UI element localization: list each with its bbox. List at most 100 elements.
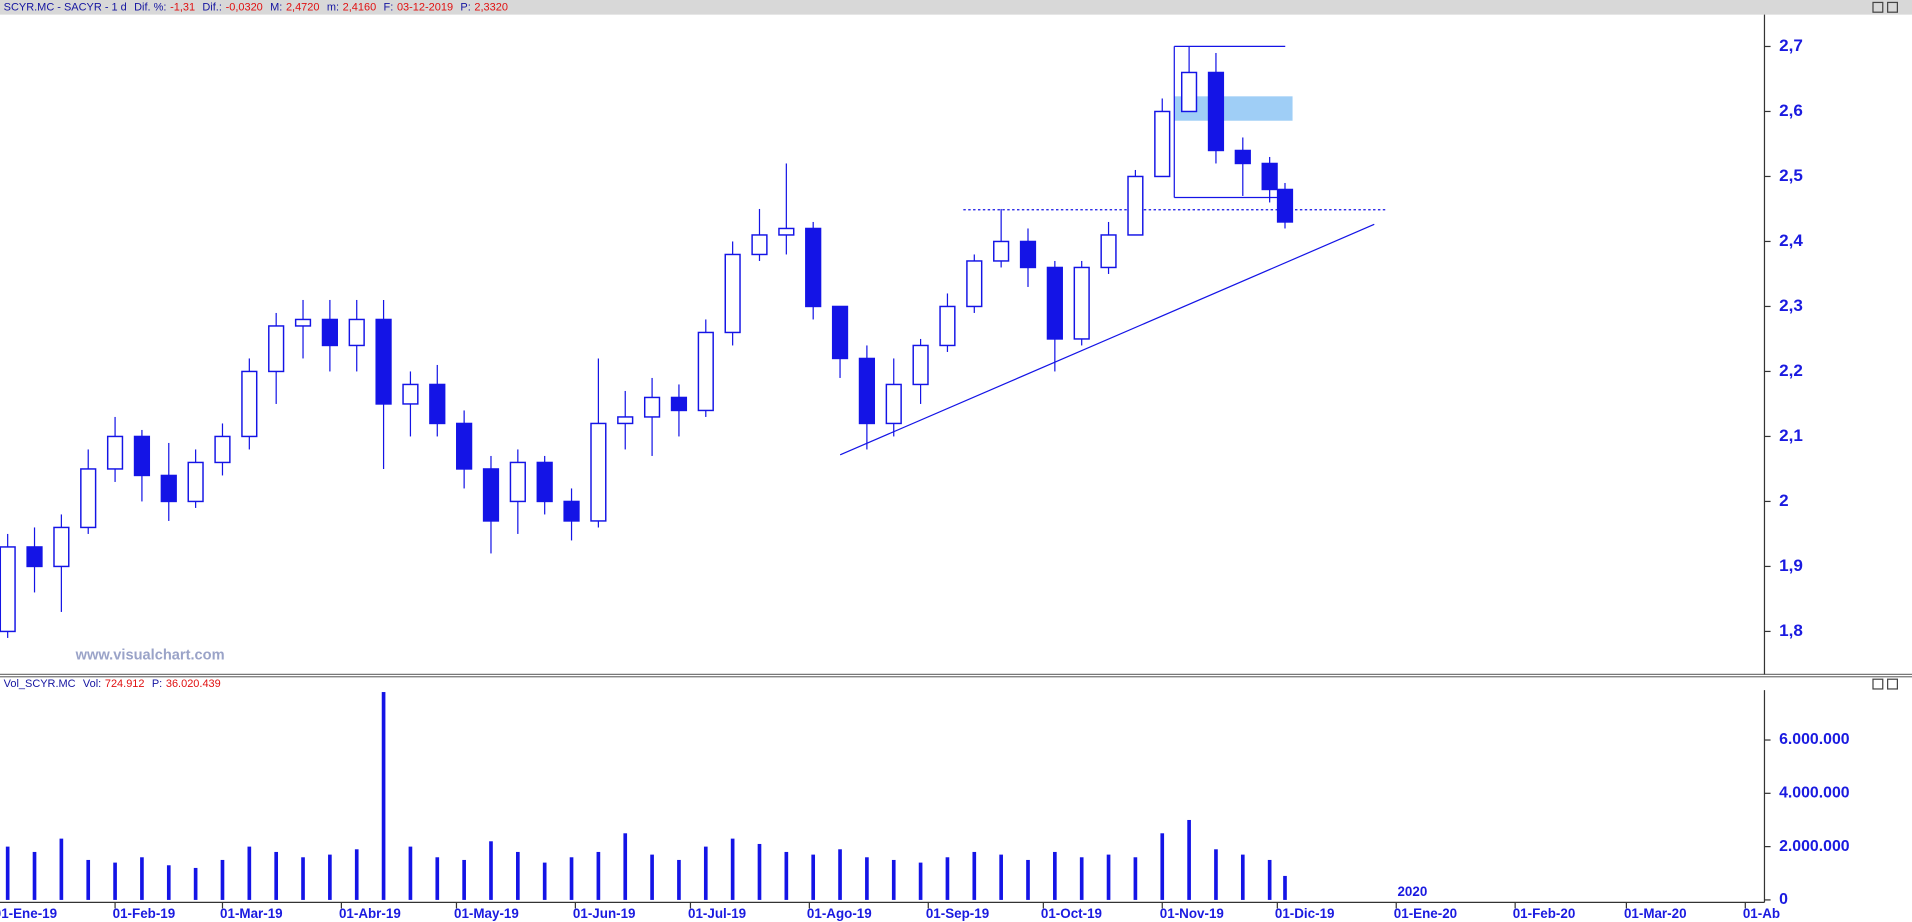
candle-body [106,435,124,470]
candle-body [778,227,795,236]
candle-body [1234,149,1251,165]
y-tick-label: 2,5 [1779,166,1803,185]
volume-bar [1187,819,1191,900]
candle-body [590,422,607,522]
candle-body [133,435,151,477]
candle-body [1276,188,1294,223]
volume-bar [1106,854,1111,900]
candle-body [214,435,231,464]
header-label: m: [327,1,339,13]
volume-bar [569,857,574,900]
y-tick-label: 1,8 [1779,621,1803,640]
volume-bar [1160,833,1165,900]
x-tick-label: 01-Oct-19 [1041,906,1102,921]
volume-bar [945,857,950,900]
candle-body [26,546,43,568]
candle-body [429,383,446,425]
candle-body [939,305,956,347]
header-label: P: [152,678,162,690]
volume-bar [140,857,144,900]
header-label: Dif. %: [134,1,166,13]
y-tick-label: 2,4 [1779,231,1803,250]
volume-bar [462,859,466,900]
volume-bar [811,854,816,900]
volume-bar [247,846,252,900]
volume-bar [408,846,413,900]
candle-body [1180,71,1198,113]
minimize-button[interactable] [1872,1,1884,13]
volume-bar [166,865,171,900]
candle-body [912,344,929,386]
volume-bar [865,857,869,900]
candle-body [375,318,392,405]
volume-bar [301,857,305,900]
candle-body [724,253,741,334]
maximize-button[interactable] [1887,678,1898,690]
candle-body [1046,266,1063,340]
minimize-button[interactable] [1872,678,1884,690]
header-value: 03-12-2019 [397,1,453,13]
x-tick-label: 01-Dic-19 [1275,906,1335,921]
volume-bar [1053,851,1057,900]
candle-body [885,383,902,425]
volume-bar [1026,859,1030,900]
price-header-bar [0,0,1912,15]
candle-body [268,325,285,373]
x-tick-label: 01-Feb-20 [1513,906,1576,921]
candle-body [241,370,258,438]
x-tick-label: 01-Nov-19 [1160,906,1224,921]
y-tick-label: 2,6 [1779,101,1803,120]
header-value: 36.020.439 [166,678,221,690]
candle-body [187,461,204,503]
x-tick-label: 01-Ene-20 [1394,906,1457,921]
candle-body [0,546,16,633]
volume-bar [516,851,520,900]
volume-bar [86,859,91,900]
volume-bar [596,851,601,900]
candle-body [294,318,312,327]
trend-line [839,223,1375,456]
y-tick-label: 2.000.000 [1779,838,1850,855]
header-value: 2,4160 [343,1,377,13]
candle-body [509,461,526,503]
volume-bar [381,692,386,900]
y-tick-label: 2,3 [1779,296,1803,315]
volume-bar [1240,854,1245,900]
y-tick-label: 2,2 [1779,361,1803,380]
candle-body [456,422,473,470]
candle-body [1073,266,1090,340]
volume-bar [5,846,10,900]
candle-body [80,468,97,529]
volume-bar [542,862,547,900]
y-tick-label: 2,1 [1779,426,1803,445]
x-tick-label: 01-Ago-19 [807,906,872,921]
candle-body [536,461,553,503]
maximize-button[interactable] [1887,1,1898,13]
volume-bar [220,859,225,900]
candle-body [966,260,983,308]
volume-bar [623,833,628,900]
header-value: 2,3320 [474,1,508,13]
volume-bar [1133,857,1138,900]
volume-bar [730,838,735,900]
volume-bar [1214,849,1218,900]
volume-bar [489,841,493,900]
candle-body [402,383,419,405]
candle-body [617,416,634,425]
candle-body [1261,162,1278,191]
x-tick-label: 01-Mar-20 [1624,906,1687,921]
header-title: Vol_SCYR.MC [4,678,76,690]
volume-bar [972,851,977,900]
volume-bar [328,854,332,900]
candle-body [1127,175,1144,236]
y-tick-label: 4.000.000 [1779,785,1850,802]
y-tick-label: 6.000.000 [1779,731,1850,748]
volume-bar [1283,875,1287,900]
volume-bar [32,851,37,900]
x-tick-label: 01-May-19 [454,906,519,921]
volume-bar [918,862,923,900]
volume-bar [703,846,708,900]
y-tick-label: 1,9 [1779,556,1803,575]
volume-bar [193,867,198,900]
